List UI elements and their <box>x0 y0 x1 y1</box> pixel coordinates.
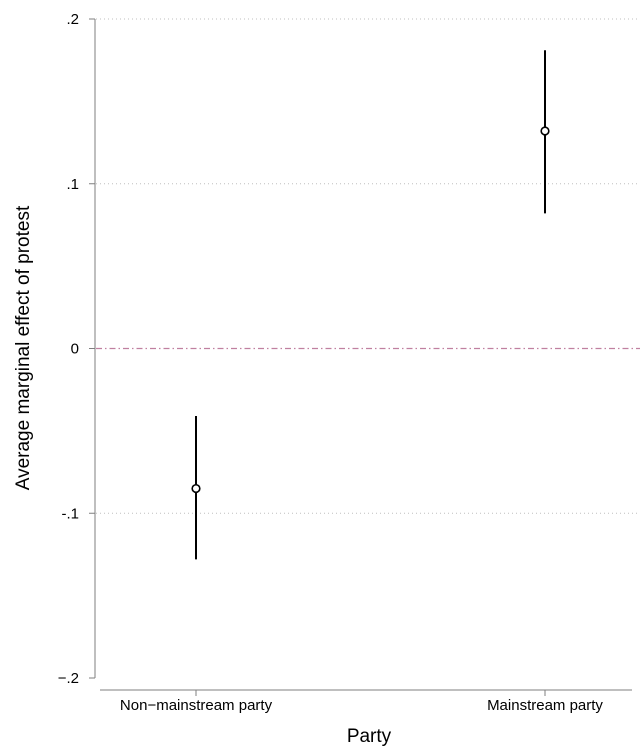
x-tick-label: Mainstream party <box>487 697 603 714</box>
y-tick-label: 0 <box>71 341 79 358</box>
grid-lines <box>96 18 640 514</box>
y-tick-label: −.2 <box>58 670 79 687</box>
x-ticks: Non−mainstream party Mainstream party <box>120 690 603 714</box>
y-axis-title: Average marginal effect of protest <box>13 205 34 490</box>
y-tick-label: -.1 <box>61 505 79 522</box>
axes <box>94 19 632 691</box>
y-ticks: −.2 -.1 0 .1 .2 <box>58 11 95 687</box>
x-axis-title: Party <box>347 726 392 747</box>
point-estimate-mainstream-party <box>540 126 550 136</box>
x-tick-label: Non−mainstream party <box>120 697 273 714</box>
y-tick-label: .1 <box>66 176 79 193</box>
confidence-intervals <box>195 50 546 560</box>
y-tick-label: .2 <box>66 11 79 28</box>
point-estimate-non-mainstream-party <box>191 483 201 494</box>
point-estimates <box>191 126 550 494</box>
